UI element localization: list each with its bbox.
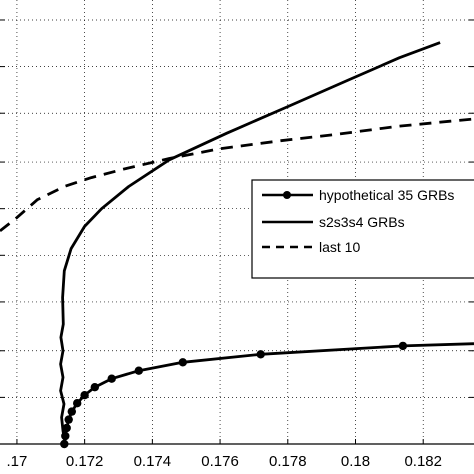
series-0-marker-12 [398, 341, 408, 351]
series-line-2 [0, 117, 474, 233]
series-0-marker-6 [80, 391, 89, 400]
series-0-marker-9 [134, 366, 143, 375]
legend-marker-hypothetical [283, 191, 291, 199]
legend: hypothetical 35 GRBs s2s3s4 GRBs last 10 [251, 179, 474, 279]
legend-label-s2s3s4: s2s3s4 GRBs [319, 214, 405, 230]
series-0-marker-3 [64, 415, 73, 424]
series-0-marker-11 [256, 350, 265, 359]
x-tick-label-6: 0.182 [404, 453, 442, 470]
series-0-marker-4 [67, 407, 77, 416]
legend-label-last10: last 10 [319, 239, 360, 255]
x-tick-label-1: 0.172 [66, 453, 104, 470]
series-line-1 [59, 41, 441, 445]
x-tick-label-2: 0.174 [134, 453, 172, 470]
series-0-marker-10 [178, 358, 187, 367]
x-tick-label-5: 0.18 [341, 453, 370, 470]
series-0-marker-7 [90, 383, 100, 392]
x-tick-labels: .17 0.172 0.174 0.176 0.178 0.18 0.182 [6, 453, 441, 470]
legend-label-hypothetical: hypothetical 35 GRBs [319, 187, 454, 203]
x-tick-label-0: .17 [6, 453, 27, 470]
series-0-marker-5 [73, 399, 82, 408]
series-0-marker-8 [107, 374, 116, 383]
series-layer [0, 41, 474, 449]
x-tick-label-3: 0.176 [201, 453, 239, 470]
series-0-marker-2 [62, 423, 71, 433]
x-tick-label-4: 0.178 [269, 453, 307, 470]
